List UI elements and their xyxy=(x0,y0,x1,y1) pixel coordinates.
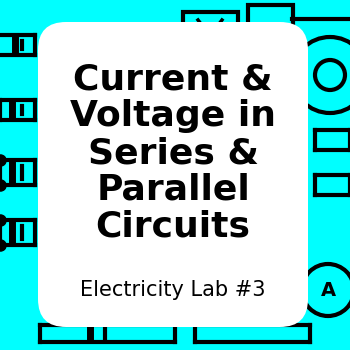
FancyBboxPatch shape xyxy=(38,22,308,327)
Circle shape xyxy=(292,37,350,113)
Bar xyxy=(183,12,238,44)
Text: Electricity Lab #3: Electricity Lab #3 xyxy=(80,280,266,300)
Bar xyxy=(248,5,293,33)
Circle shape xyxy=(315,60,345,90)
Text: Current &
Voltage in
Series &
Parallel
Circuits: Current & Voltage in Series & Parallel C… xyxy=(70,63,276,244)
Text: A: A xyxy=(321,280,336,300)
Circle shape xyxy=(302,264,350,316)
